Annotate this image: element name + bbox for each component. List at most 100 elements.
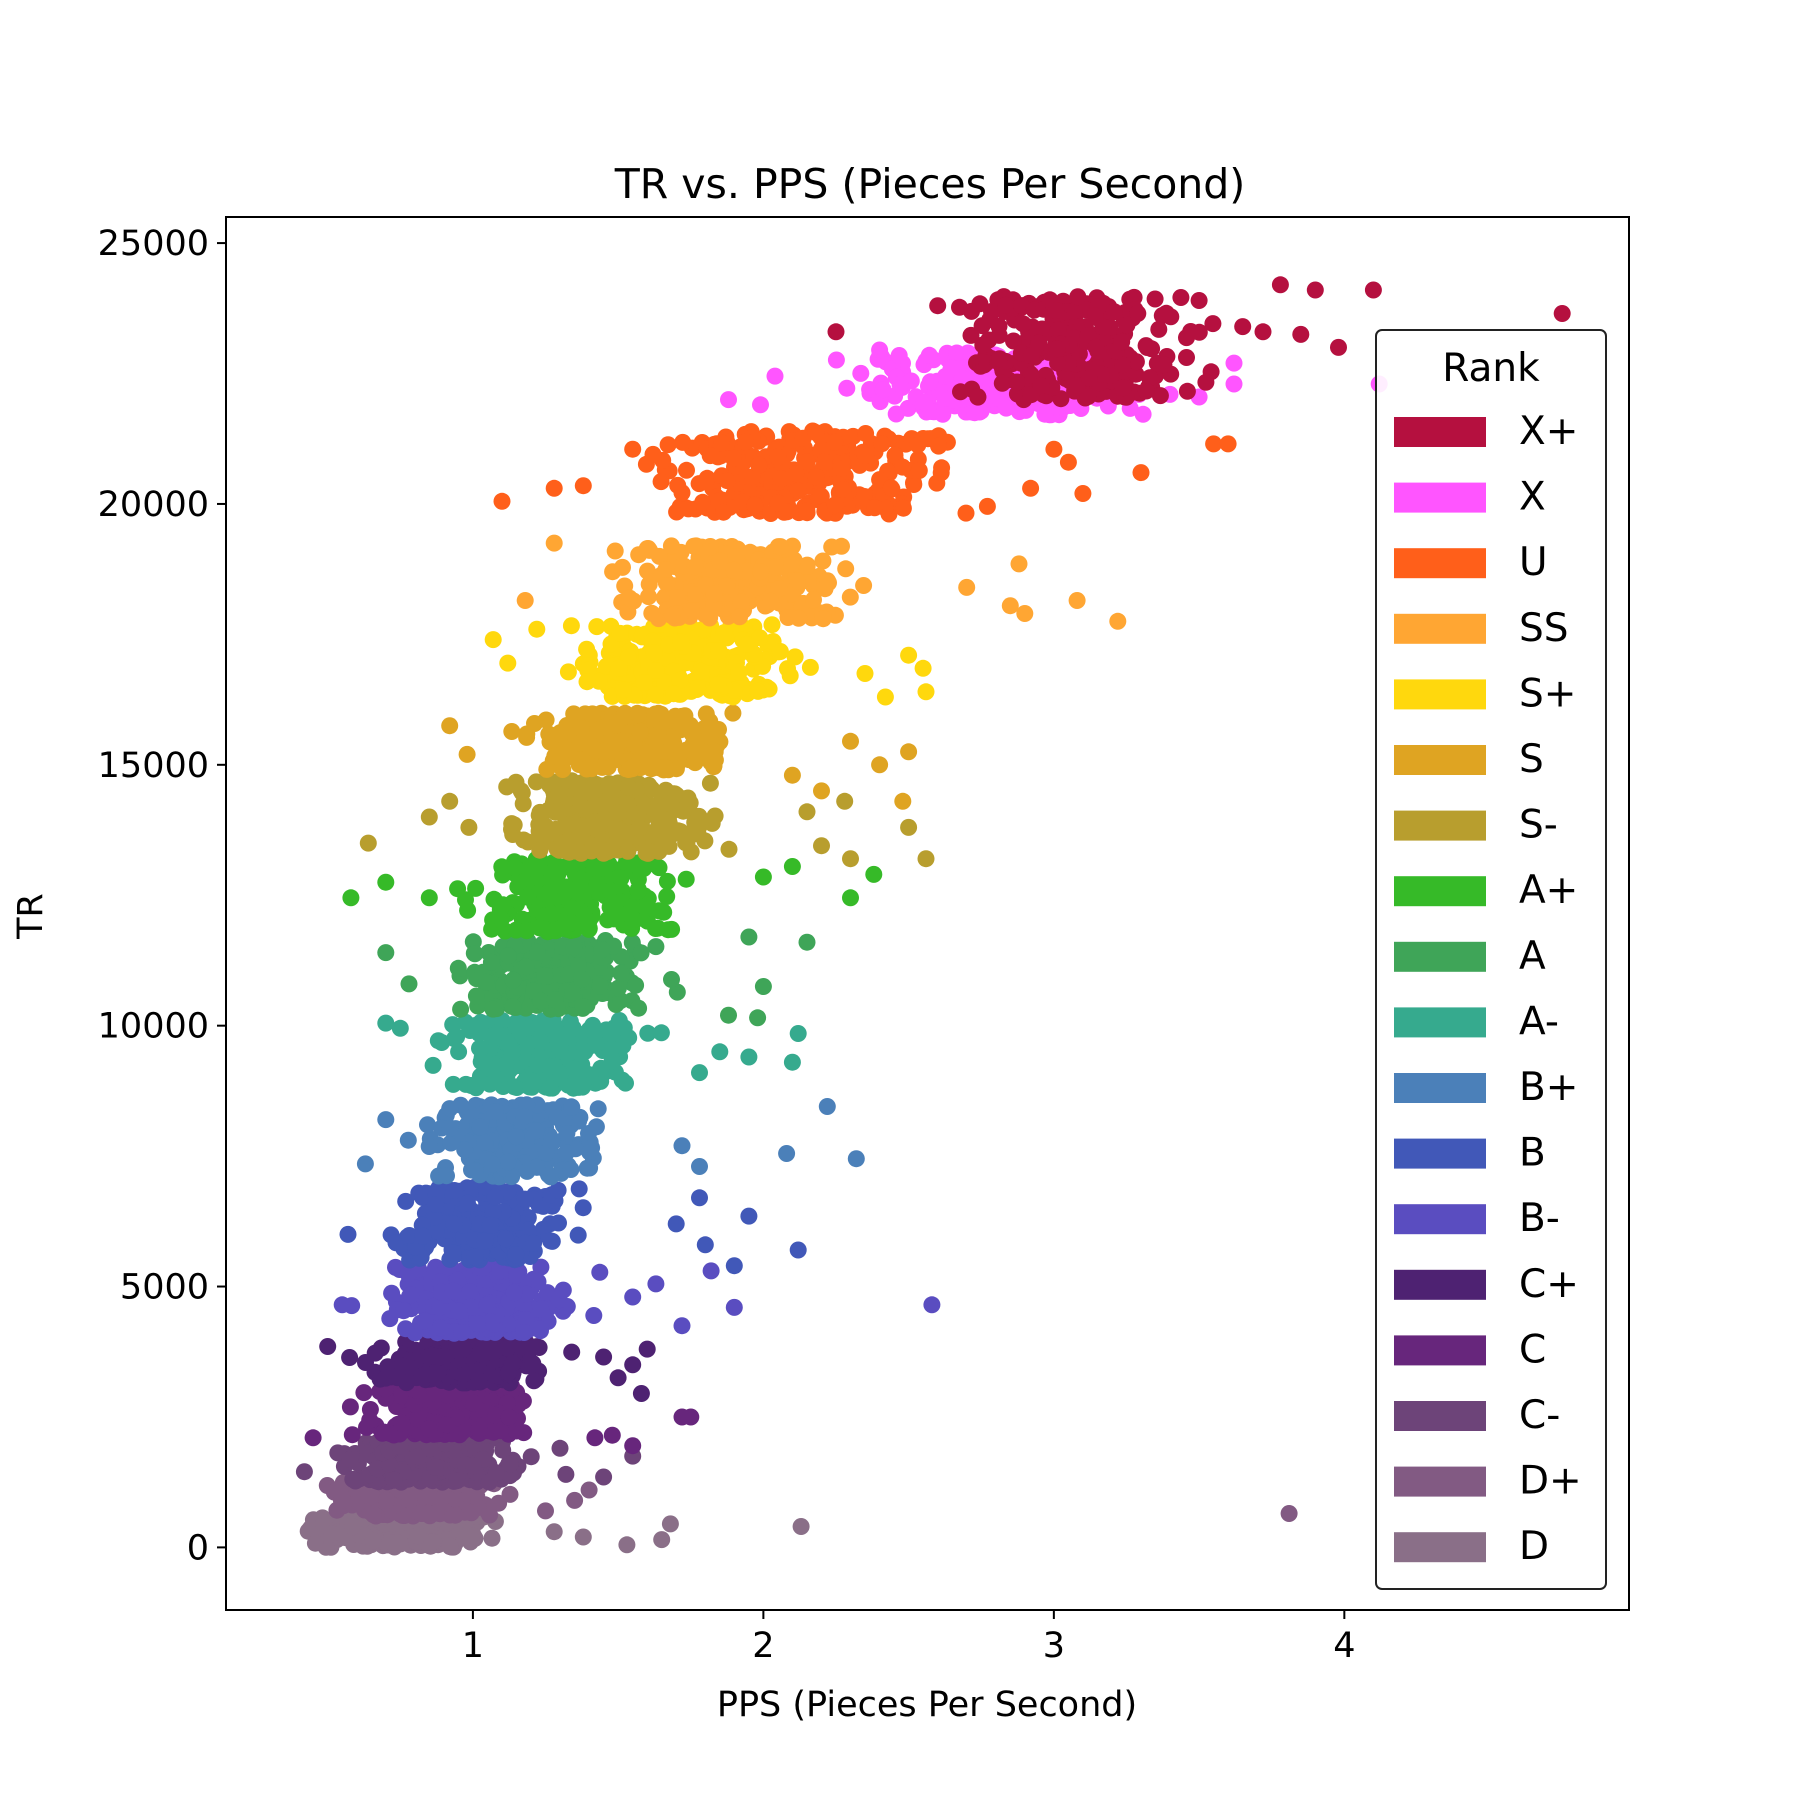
data-point [409, 1448, 427, 1466]
data-point [711, 552, 729, 570]
data-point [540, 801, 557, 819]
data-point [646, 705, 664, 723]
data-point [574, 998, 592, 1016]
data-point [471, 1039, 488, 1057]
data-point [647, 686, 664, 704]
data-point [578, 673, 596, 691]
data-point [460, 818, 478, 836]
data-point [546, 991, 564, 1009]
data-point [662, 795, 680, 812]
data-point [659, 921, 677, 939]
data-point [343, 1426, 361, 1444]
data-point [675, 790, 693, 808]
series-s [441, 704, 918, 810]
data-point [461, 1283, 479, 1301]
data-point [725, 561, 743, 579]
series-ss [516, 534, 1127, 630]
data-point [1118, 316, 1136, 334]
data-point [563, 1098, 581, 1116]
data-point [504, 1354, 522, 1372]
data-point [997, 399, 1015, 417]
data-point [497, 1230, 515, 1248]
data-point [499, 1153, 517, 1171]
x-tick-label: 4 [1333, 1626, 1355, 1666]
data-point [969, 388, 987, 406]
data-point [503, 1043, 521, 1061]
data-point [816, 453, 833, 471]
data-point [1074, 485, 1092, 502]
data-point [909, 436, 927, 454]
data-point [673, 484, 691, 502]
legend-swatch [1394, 417, 1486, 447]
data-point [1069, 288, 1087, 306]
data-point [610, 659, 628, 677]
data-point [917, 850, 935, 868]
data-point [481, 1216, 499, 1234]
data-point [364, 1532, 382, 1550]
data-point [725, 1257, 743, 1275]
data-point [1150, 320, 1168, 338]
data-point [650, 759, 667, 777]
data-point [449, 880, 467, 898]
data-point [512, 1338, 530, 1356]
data-point [710, 642, 728, 660]
data-point [740, 1207, 758, 1225]
data-point [578, 640, 596, 658]
data-point [537, 1144, 555, 1162]
data-point [772, 538, 789, 556]
data-point [832, 460, 850, 477]
data-point [1010, 555, 1028, 573]
data-point [891, 376, 909, 393]
data-point [873, 435, 891, 453]
data-point [361, 1488, 379, 1506]
data-point [643, 604, 661, 622]
data-point [629, 882, 647, 900]
data-point [621, 589, 638, 607]
data-point [323, 1525, 341, 1543]
data-point [689, 679, 707, 697]
data-point [446, 1506, 464, 1524]
data-point [667, 1215, 685, 1233]
data-point [705, 757, 723, 775]
data-point [503, 815, 521, 833]
data-point [697, 473, 715, 491]
data-point [1048, 340, 1066, 358]
data-point [570, 1180, 588, 1198]
data-point [827, 351, 845, 369]
legend-swatch [1394, 876, 1486, 907]
data-point [635, 674, 653, 691]
data-point [573, 970, 591, 988]
data-point [624, 440, 642, 458]
data-point [890, 347, 908, 364]
data-point [665, 685, 683, 703]
data-point [1030, 334, 1048, 352]
data-point [952, 383, 969, 401]
series-c-plus [319, 1332, 656, 1402]
data-point [871, 756, 889, 774]
data-point [1032, 377, 1050, 395]
data-point [705, 585, 723, 603]
data-point [635, 860, 653, 877]
legend-label: B- [1519, 1196, 1560, 1241]
data-point [1022, 347, 1040, 364]
data-point [618, 1536, 636, 1554]
data-point [754, 978, 772, 995]
data-point [789, 1241, 807, 1259]
legend-swatch [1394, 810, 1486, 841]
data-point [612, 893, 629, 911]
data-point [1087, 307, 1104, 325]
data-point [441, 1119, 459, 1137]
data-point [465, 1394, 483, 1412]
data-point [738, 562, 756, 580]
data-point [570, 956, 587, 974]
data-point [530, 1339, 548, 1356]
data-point [464, 1527, 482, 1545]
data-point [1014, 315, 1032, 333]
data-point [609, 979, 627, 997]
data-point [1134, 405, 1152, 423]
data-point [894, 458, 912, 476]
data-point [752, 396, 769, 414]
data-point [677, 870, 695, 888]
